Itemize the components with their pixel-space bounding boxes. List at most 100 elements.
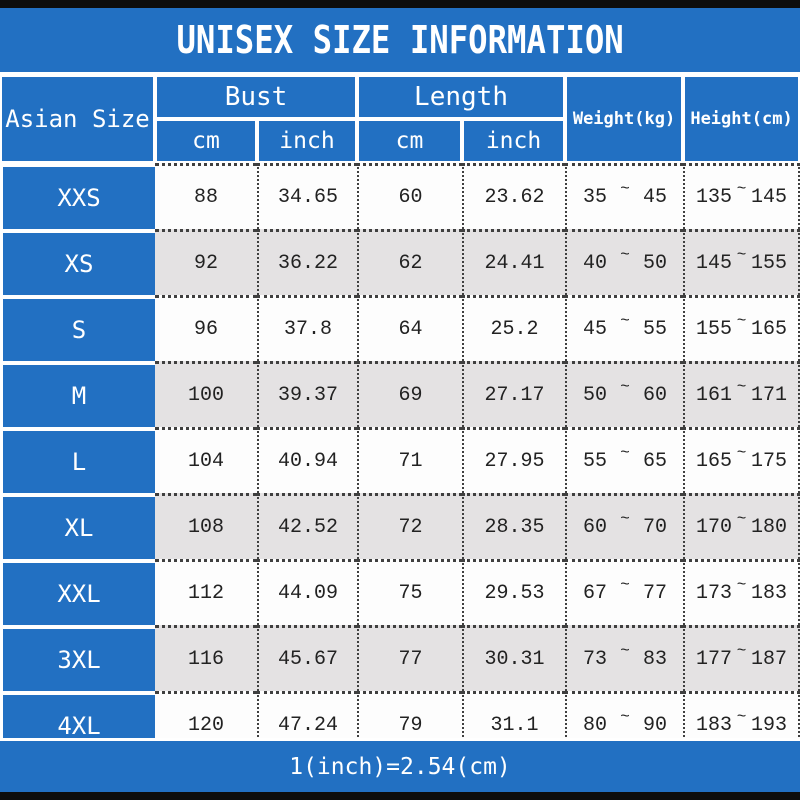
height-min: 165 bbox=[696, 450, 733, 473]
length-cm-cell: 75 bbox=[357, 559, 462, 625]
tilde: ~ bbox=[736, 641, 747, 660]
tilde: ~ bbox=[736, 575, 747, 594]
bust-inch-cell: 40.94 bbox=[257, 427, 357, 493]
height-min: 173 bbox=[696, 582, 733, 605]
header-length: Length bbox=[357, 75, 566, 119]
size-table: Asian Size Bust Length Weight(kg) Height… bbox=[0, 75, 800, 757]
length-inch-cell: 29.53 bbox=[462, 559, 566, 625]
bust-inch-cell: 42.52 bbox=[257, 493, 357, 559]
tilde: ~ bbox=[620, 575, 630, 594]
height-range-cell: 161 ~171 bbox=[683, 361, 800, 427]
height-min: 135 bbox=[696, 186, 733, 209]
bottom-border-bar bbox=[0, 792, 800, 800]
tilde: ~ bbox=[620, 377, 630, 396]
weight-max: 90 bbox=[642, 714, 667, 737]
table-row: XL 108 42.52 72 28.35 60 ~70 170 ~180 bbox=[0, 493, 800, 559]
header-length-cm: cm bbox=[357, 119, 462, 163]
tilde: ~ bbox=[736, 707, 747, 726]
height-max: 155 bbox=[750, 252, 787, 275]
weight-min: 55 bbox=[583, 450, 608, 473]
tilde: ~ bbox=[620, 311, 630, 330]
weight-range-cell: 73 ~83 bbox=[565, 625, 684, 691]
table-row: XXS 88 34.65 60 23.62 35 ~45 135 ~145 bbox=[0, 163, 800, 229]
weight-min: 80 bbox=[583, 714, 608, 737]
height-min: 161 bbox=[696, 384, 733, 407]
height-range-cell: 170 ~180 bbox=[683, 493, 800, 559]
bust-cm-cell: 116 bbox=[155, 625, 257, 691]
height-range-cell: 155 ~165 bbox=[683, 295, 800, 361]
tilde: ~ bbox=[620, 245, 630, 264]
bust-cm-cell: 100 bbox=[155, 361, 257, 427]
header-height: Height(cm) bbox=[683, 75, 800, 163]
tilde: ~ bbox=[736, 311, 747, 330]
height-max: 171 bbox=[750, 384, 787, 407]
weight-range-cell: 40 ~50 bbox=[565, 229, 684, 295]
weight-max: 50 bbox=[642, 252, 667, 275]
conversion-note: 1(inch)=2.54(cm) bbox=[289, 753, 511, 780]
bust-inch-cell: 45.67 bbox=[257, 625, 357, 691]
bust-inch-cell: 34.65 bbox=[257, 163, 357, 229]
tilde: ~ bbox=[620, 707, 630, 726]
tilde: ~ bbox=[736, 443, 747, 462]
header-bust-inch: inch bbox=[257, 119, 357, 163]
bust-inch-cell: 44.09 bbox=[257, 559, 357, 625]
weight-range-cell: 35 ~45 bbox=[565, 163, 684, 229]
tilde: ~ bbox=[736, 245, 747, 264]
table-row: XS 92 36.22 62 24.41 40 ~50 145 ~155 bbox=[0, 229, 800, 295]
tilde: ~ bbox=[620, 509, 630, 528]
header-weight: Weight(kg) bbox=[565, 75, 684, 163]
length-inch-cell: 23.62 bbox=[462, 163, 566, 229]
length-cm-cell: 62 bbox=[357, 229, 462, 295]
table-row: 3XL 116 45.67 77 30.31 73 ~83 177 ~187 bbox=[0, 625, 800, 691]
height-max: 180 bbox=[750, 516, 787, 539]
size-cell: XS bbox=[0, 229, 155, 295]
length-inch-cell: 25.2 bbox=[462, 295, 566, 361]
header-bust-cm: cm bbox=[155, 119, 257, 163]
bust-cm-cell: 112 bbox=[155, 559, 257, 625]
bust-cm-cell: 96 bbox=[155, 295, 257, 361]
weight-range-cell: 45 ~55 bbox=[565, 295, 684, 361]
tilde: ~ bbox=[620, 641, 630, 660]
weight-max: 77 bbox=[642, 582, 667, 605]
weight-range-cell: 50 ~60 bbox=[565, 361, 684, 427]
weight-max: 70 bbox=[642, 516, 667, 539]
tilde: ~ bbox=[620, 443, 630, 462]
bust-inch-cell: 37.8 bbox=[257, 295, 357, 361]
header-asian-size: Asian Size bbox=[0, 75, 155, 163]
length-inch-cell: 28.35 bbox=[462, 493, 566, 559]
height-max: 187 bbox=[750, 648, 787, 671]
table-row: M 100 39.37 69 27.17 50 ~60 161 ~171 bbox=[0, 361, 800, 427]
weight-max: 65 bbox=[642, 450, 667, 473]
tilde: ~ bbox=[736, 509, 747, 528]
length-cm-cell: 72 bbox=[357, 493, 462, 559]
height-min: 145 bbox=[696, 252, 733, 275]
header-bust: Bust bbox=[155, 75, 357, 119]
weight-min: 50 bbox=[583, 384, 608, 407]
size-cell: S bbox=[0, 295, 155, 361]
size-cell: 3XL bbox=[0, 625, 155, 691]
bust-cm-cell: 108 bbox=[155, 493, 257, 559]
tilde: ~ bbox=[620, 179, 630, 198]
weight-range-cell: 60 ~70 bbox=[565, 493, 684, 559]
bust-inch-cell: 36.22 bbox=[257, 229, 357, 295]
weight-max: 60 bbox=[642, 384, 667, 407]
header-length-inch: inch bbox=[462, 119, 566, 163]
height-range-cell: 145 ~155 bbox=[683, 229, 800, 295]
height-min: 177 bbox=[696, 648, 733, 671]
weight-min: 60 bbox=[583, 516, 608, 539]
size-cell: XXS bbox=[0, 163, 155, 229]
height-max: 175 bbox=[750, 450, 787, 473]
table-row: L 104 40.94 71 27.95 55 ~65 165 ~175 bbox=[0, 427, 800, 493]
size-cell: XL bbox=[0, 493, 155, 559]
conversion-note-bar: 1(inch)=2.54(cm) bbox=[0, 738, 800, 792]
length-cm-cell: 77 bbox=[357, 625, 462, 691]
weight-range-cell: 55 ~65 bbox=[565, 427, 684, 493]
weight-min: 73 bbox=[583, 648, 608, 671]
bust-cm-cell: 88 bbox=[155, 163, 257, 229]
table-row: S 96 37.8 64 25.2 45 ~55 155 ~165 bbox=[0, 295, 800, 361]
top-border-bar bbox=[0, 0, 800, 8]
table-header: Asian Size Bust Length Weight(kg) Height… bbox=[0, 75, 800, 163]
length-inch-cell: 24.41 bbox=[462, 229, 566, 295]
weight-max: 83 bbox=[642, 648, 667, 671]
